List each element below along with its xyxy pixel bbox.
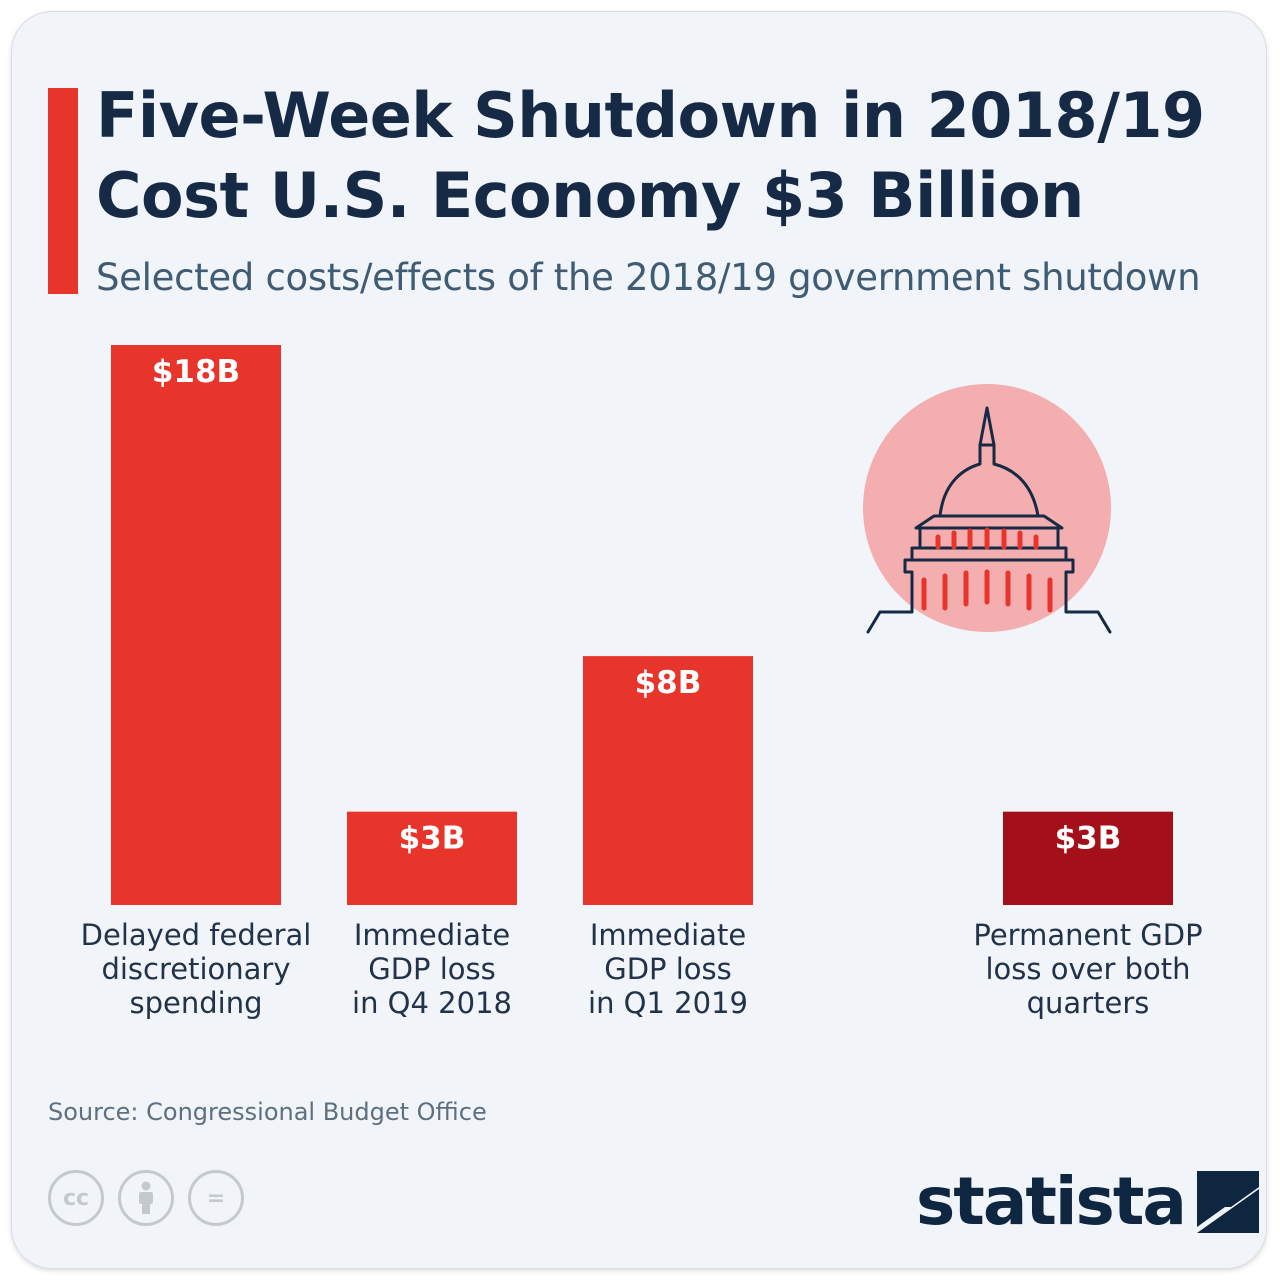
bar-3 <box>583 656 753 905</box>
category-label-4: Permanent GDP loss over both quarters <box>958 918 1218 1020</box>
title-line-1: Five-Week Shutdown in 2018/19 <box>96 79 1205 152</box>
bars-layer: $18B $3B $8B $3B <box>111 345 1173 905</box>
bar-2 <box>347 811 517 905</box>
category-label-line: GDP loss <box>604 952 732 986</box>
statista-mark-icon <box>1196 1171 1259 1233</box>
category-label-3: Immediate GDP loss in Q1 2019 <box>538 918 798 1020</box>
category-label-line: in Q4 2018 <box>352 986 512 1020</box>
category-label-line: Immediate <box>589 918 747 952</box>
bar-4 <box>1003 811 1173 905</box>
brand-wordmark: statista <box>916 1163 1187 1240</box>
bar-value-label-3: $8B <box>635 665 702 701</box>
category-label-line: in Q1 2019 <box>588 986 748 1020</box>
cc-icon[interactable]: cc <box>48 1170 104 1226</box>
bar-value-label-2: $3B <box>399 821 466 857</box>
category-label-line: loss over both <box>985 952 1191 986</box>
category-label-line: quarters <box>1026 986 1150 1020</box>
title-line-2: Cost U.S. Economy $3 Billion <box>96 159 1084 232</box>
bar-1 <box>111 345 281 905</box>
category-label-line: discretionary <box>101 952 291 986</box>
source-note: Source: Congressional Budget Office <box>48 1098 487 1126</box>
capitol-dome-icon <box>863 384 1112 634</box>
capitol-backdrop-circle <box>863 384 1111 632</box>
category-label-1: Delayed federal discretionary spending <box>66 918 326 1020</box>
title-accent-bar <box>48 88 78 294</box>
category-label-line: GDP loss <box>368 952 496 986</box>
bar-value-label-1: $18B <box>152 354 240 390</box>
bar-value-label-4: $3B <box>1055 821 1122 857</box>
category-label-line: Delayed federal <box>80 918 312 952</box>
category-label-line: spending <box>129 986 263 1020</box>
category-label-2: Immediate GDP loss in Q4 2018 <box>302 918 562 1020</box>
chart-subtitle: Selected costs/effects of the 2018/19 go… <box>96 256 1201 299</box>
category-label-line: Permanent GDP <box>973 918 1203 952</box>
category-label-line: Immediate <box>353 918 511 952</box>
chart-title: Five-Week Shutdown in 2018/19 Cost U.S. … <box>96 76 1256 236</box>
attribution-icon[interactable] <box>118 1170 174 1226</box>
no-derivatives-icon[interactable]: = <box>188 1170 244 1226</box>
license-icons: cc = <box>48 1170 244 1232</box>
statista-logo[interactable]: statista <box>916 1164 1259 1240</box>
person-glyph <box>139 1181 153 1214</box>
